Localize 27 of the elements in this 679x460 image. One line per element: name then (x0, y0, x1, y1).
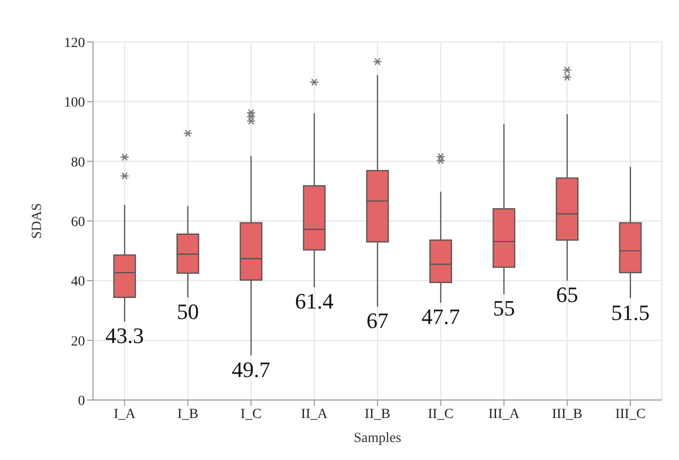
x-tick-label: II_C (428, 406, 454, 422)
annotation: 47.7 (421, 304, 460, 330)
x-tick-label: III_C (615, 406, 646, 422)
x-axis-title: Samples (354, 431, 402, 446)
x-tick-label: III_A (488, 406, 520, 422)
y-axis-title: SDAS (30, 203, 45, 239)
annotation: 61.4 (295, 288, 334, 314)
annotation: 55 (492, 296, 515, 321)
annotation: 51.5 (611, 300, 650, 325)
annotation: 43.3 (105, 323, 144, 348)
y-tick-label: 80 (71, 155, 85, 170)
x-tick-label: II_A (301, 406, 328, 422)
annotation: 49.7 (232, 356, 270, 382)
annotation: 65 (556, 282, 578, 308)
annotation: 67 (366, 308, 388, 334)
x-tick-label: II_B (364, 406, 390, 422)
x-tick-label: I_C (240, 406, 262, 422)
y-tick-label: 0 (78, 394, 85, 409)
y-tick-label: 20 (71, 334, 85, 350)
y-tick-label: 40 (71, 274, 85, 290)
annotation: 50 (176, 298, 199, 324)
x-tick-label: I_B (177, 406, 198, 422)
y-tick-label: 100 (64, 96, 85, 111)
x-tick-label: III_B (552, 406, 582, 422)
y-tick-label: 120 (64, 36, 85, 51)
y-tick-label: 60 (71, 214, 85, 230)
x-tick-label: I_A (114, 406, 136, 422)
